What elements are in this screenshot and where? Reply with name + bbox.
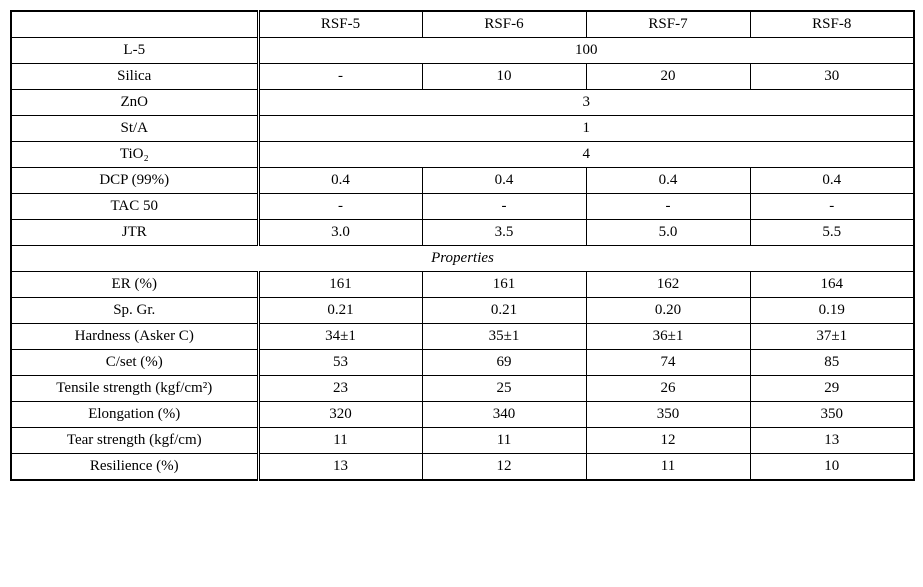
row-label: Elongation (%) bbox=[11, 402, 258, 428]
cell: 161 bbox=[422, 272, 586, 298]
row-label: Tear strength (kgf/cm) bbox=[11, 428, 258, 454]
table-row: TiO₂ 4 bbox=[11, 142, 914, 168]
table-row: C/set (%) 53 69 74 85 bbox=[11, 350, 914, 376]
row-span-value: 1 bbox=[258, 116, 914, 142]
cell: 13 bbox=[258, 454, 422, 481]
table-row: DCP (99%) 0.4 0.4 0.4 0.4 bbox=[11, 168, 914, 194]
cell: 25 bbox=[422, 376, 586, 402]
table-row: Elongation (%) 320 340 350 350 bbox=[11, 402, 914, 428]
row-label: ER (%) bbox=[11, 272, 258, 298]
cell: 3.0 bbox=[258, 220, 422, 246]
row-label: Silica bbox=[11, 64, 258, 90]
header-blank bbox=[11, 11, 258, 38]
cell: 34±1 bbox=[258, 324, 422, 350]
cell: 12 bbox=[586, 428, 750, 454]
cell: 29 bbox=[750, 376, 914, 402]
cell: 53 bbox=[258, 350, 422, 376]
table-row: Tensile strength (kgf/cm²) 23 25 26 29 bbox=[11, 376, 914, 402]
cell: 74 bbox=[586, 350, 750, 376]
cell: 23 bbox=[258, 376, 422, 402]
cell: 0.21 bbox=[258, 298, 422, 324]
cell: 13 bbox=[750, 428, 914, 454]
cell: - bbox=[422, 194, 586, 220]
cell: - bbox=[258, 64, 422, 90]
cell: 0.4 bbox=[750, 168, 914, 194]
col-header: RSF-5 bbox=[258, 11, 422, 38]
cell: 162 bbox=[586, 272, 750, 298]
cell: 164 bbox=[750, 272, 914, 298]
table-row: St/A 1 bbox=[11, 116, 914, 142]
row-label: St/A bbox=[11, 116, 258, 142]
cell: 161 bbox=[258, 272, 422, 298]
row-label: TiO₂ bbox=[11, 142, 258, 168]
cell: 0.4 bbox=[422, 168, 586, 194]
row-label: Tensile strength (kgf/cm²) bbox=[11, 376, 258, 402]
row-label: Hardness (Asker C) bbox=[11, 324, 258, 350]
row-span-value: 4 bbox=[258, 142, 914, 168]
header-row: RSF-5 RSF-6 RSF-7 RSF-8 bbox=[11, 11, 914, 38]
table-row: Silica - 10 20 30 bbox=[11, 64, 914, 90]
col-header: RSF-7 bbox=[586, 11, 750, 38]
data-table: RSF-5 RSF-6 RSF-7 RSF-8 L-5 100 Silica -… bbox=[10, 10, 915, 481]
cell: 350 bbox=[750, 402, 914, 428]
row-label: TAC 50 bbox=[11, 194, 258, 220]
cell: 3.5 bbox=[422, 220, 586, 246]
cell: 0.4 bbox=[258, 168, 422, 194]
table-row: Tear strength (kgf/cm) 11 11 12 13 bbox=[11, 428, 914, 454]
table-row: Sp. Gr. 0.21 0.21 0.20 0.19 bbox=[11, 298, 914, 324]
cell: 10 bbox=[750, 454, 914, 481]
cell: 5.0 bbox=[586, 220, 750, 246]
cell: 69 bbox=[422, 350, 586, 376]
cell: 0.19 bbox=[750, 298, 914, 324]
row-label: Resilience (%) bbox=[11, 454, 258, 481]
cell: 11 bbox=[258, 428, 422, 454]
table-row: ZnO 3 bbox=[11, 90, 914, 116]
cell: 35±1 bbox=[422, 324, 586, 350]
cell: 12 bbox=[422, 454, 586, 481]
table-row: ER (%) 161 161 162 164 bbox=[11, 272, 914, 298]
table-row: TAC 50 - - - - bbox=[11, 194, 914, 220]
cell: - bbox=[586, 194, 750, 220]
cell: 0.20 bbox=[586, 298, 750, 324]
col-header: RSF-8 bbox=[750, 11, 914, 38]
cell: 350 bbox=[586, 402, 750, 428]
table-row: L-5 100 bbox=[11, 38, 914, 64]
cell: 20 bbox=[586, 64, 750, 90]
row-span-value: 100 bbox=[258, 38, 914, 64]
table-row: Hardness (Asker C) 34±1 35±1 36±1 37±1 bbox=[11, 324, 914, 350]
row-label: DCP (99%) bbox=[11, 168, 258, 194]
cell: 0.21 bbox=[422, 298, 586, 324]
row-label: ZnO bbox=[11, 90, 258, 116]
cell: 10 bbox=[422, 64, 586, 90]
cell: 320 bbox=[258, 402, 422, 428]
section-label: Properties bbox=[11, 246, 914, 272]
row-label: Sp. Gr. bbox=[11, 298, 258, 324]
section-row: Properties bbox=[11, 246, 914, 272]
row-label: C/set (%) bbox=[11, 350, 258, 376]
cell: - bbox=[258, 194, 422, 220]
table-row: JTR 3.0 3.5 5.0 5.5 bbox=[11, 220, 914, 246]
table-row: Resilience (%) 13 12 11 10 bbox=[11, 454, 914, 481]
row-label: JTR bbox=[11, 220, 258, 246]
cell: 0.4 bbox=[586, 168, 750, 194]
cell: 11 bbox=[422, 428, 586, 454]
cell: 340 bbox=[422, 402, 586, 428]
cell: 30 bbox=[750, 64, 914, 90]
cell: 37±1 bbox=[750, 324, 914, 350]
col-header: RSF-6 bbox=[422, 11, 586, 38]
cell: 26 bbox=[586, 376, 750, 402]
cell: 36±1 bbox=[586, 324, 750, 350]
cell: 11 bbox=[586, 454, 750, 481]
cell: - bbox=[750, 194, 914, 220]
row-span-value: 3 bbox=[258, 90, 914, 116]
cell: 85 bbox=[750, 350, 914, 376]
cell: 5.5 bbox=[750, 220, 914, 246]
row-label: L-5 bbox=[11, 38, 258, 64]
